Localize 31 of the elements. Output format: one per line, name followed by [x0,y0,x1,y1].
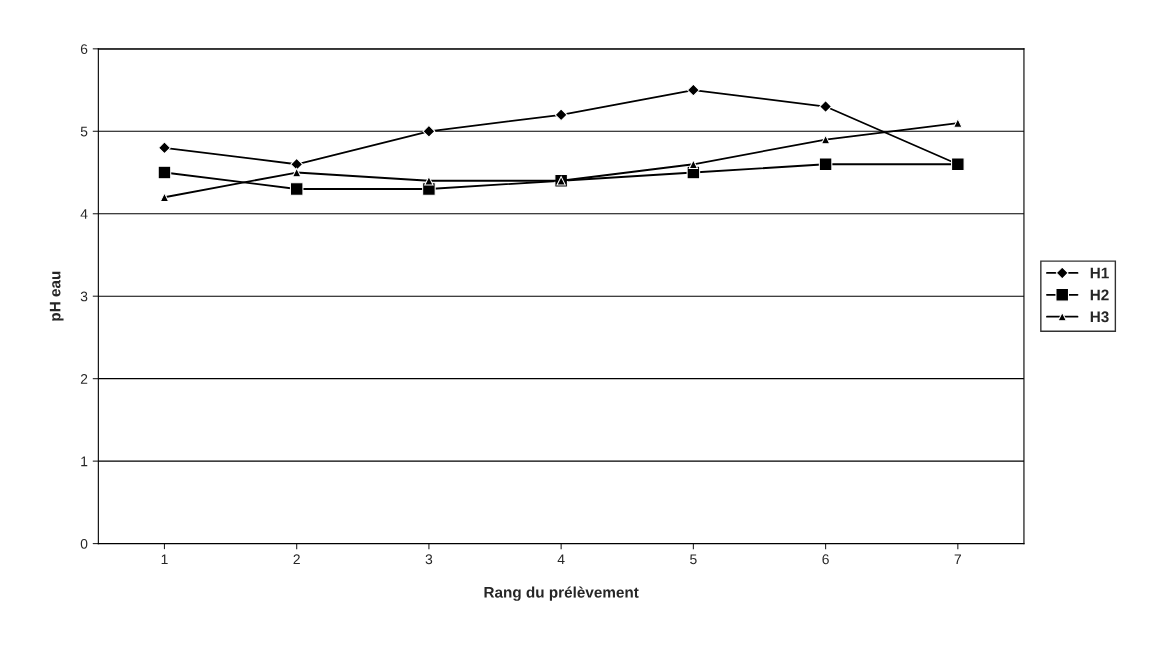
x-axis-title: Rang du prélèvement [484,586,639,601]
x-tick-label: 6 [822,554,829,565]
legend-label: H2 [1090,289,1109,301]
point [424,176,434,186]
point [818,157,833,172]
point [953,118,963,128]
point [292,167,302,178]
point [554,108,568,122]
point [290,157,304,171]
y-tick-label: 2 [80,374,88,384]
y-tick-label: 1 [81,456,88,467]
point [158,141,171,155]
x-tick-label: 7 [954,554,961,565]
legend-label: H3 [1090,311,1109,323]
x-tick-label: 4 [557,554,565,565]
y-tick-label: 6 [80,44,88,54]
point [289,182,304,196]
y-tick-label: 4 [80,209,88,219]
y-tick-label: 5 [80,126,88,137]
point [422,124,436,138]
x-tick-label: 2 [293,554,300,565]
y-axis-title: pH eau [49,271,64,321]
y-tick-label: 0 [80,538,88,549]
x-tick-label: 5 [690,554,697,565]
legend-label: H1 [1090,267,1109,279]
x-tick-label: 3 [425,554,433,565]
point [157,165,172,180]
point [686,83,700,97]
point [819,100,833,113]
x-tick-label: 1 [161,554,168,565]
y-tick-label: 3 [80,291,88,302]
